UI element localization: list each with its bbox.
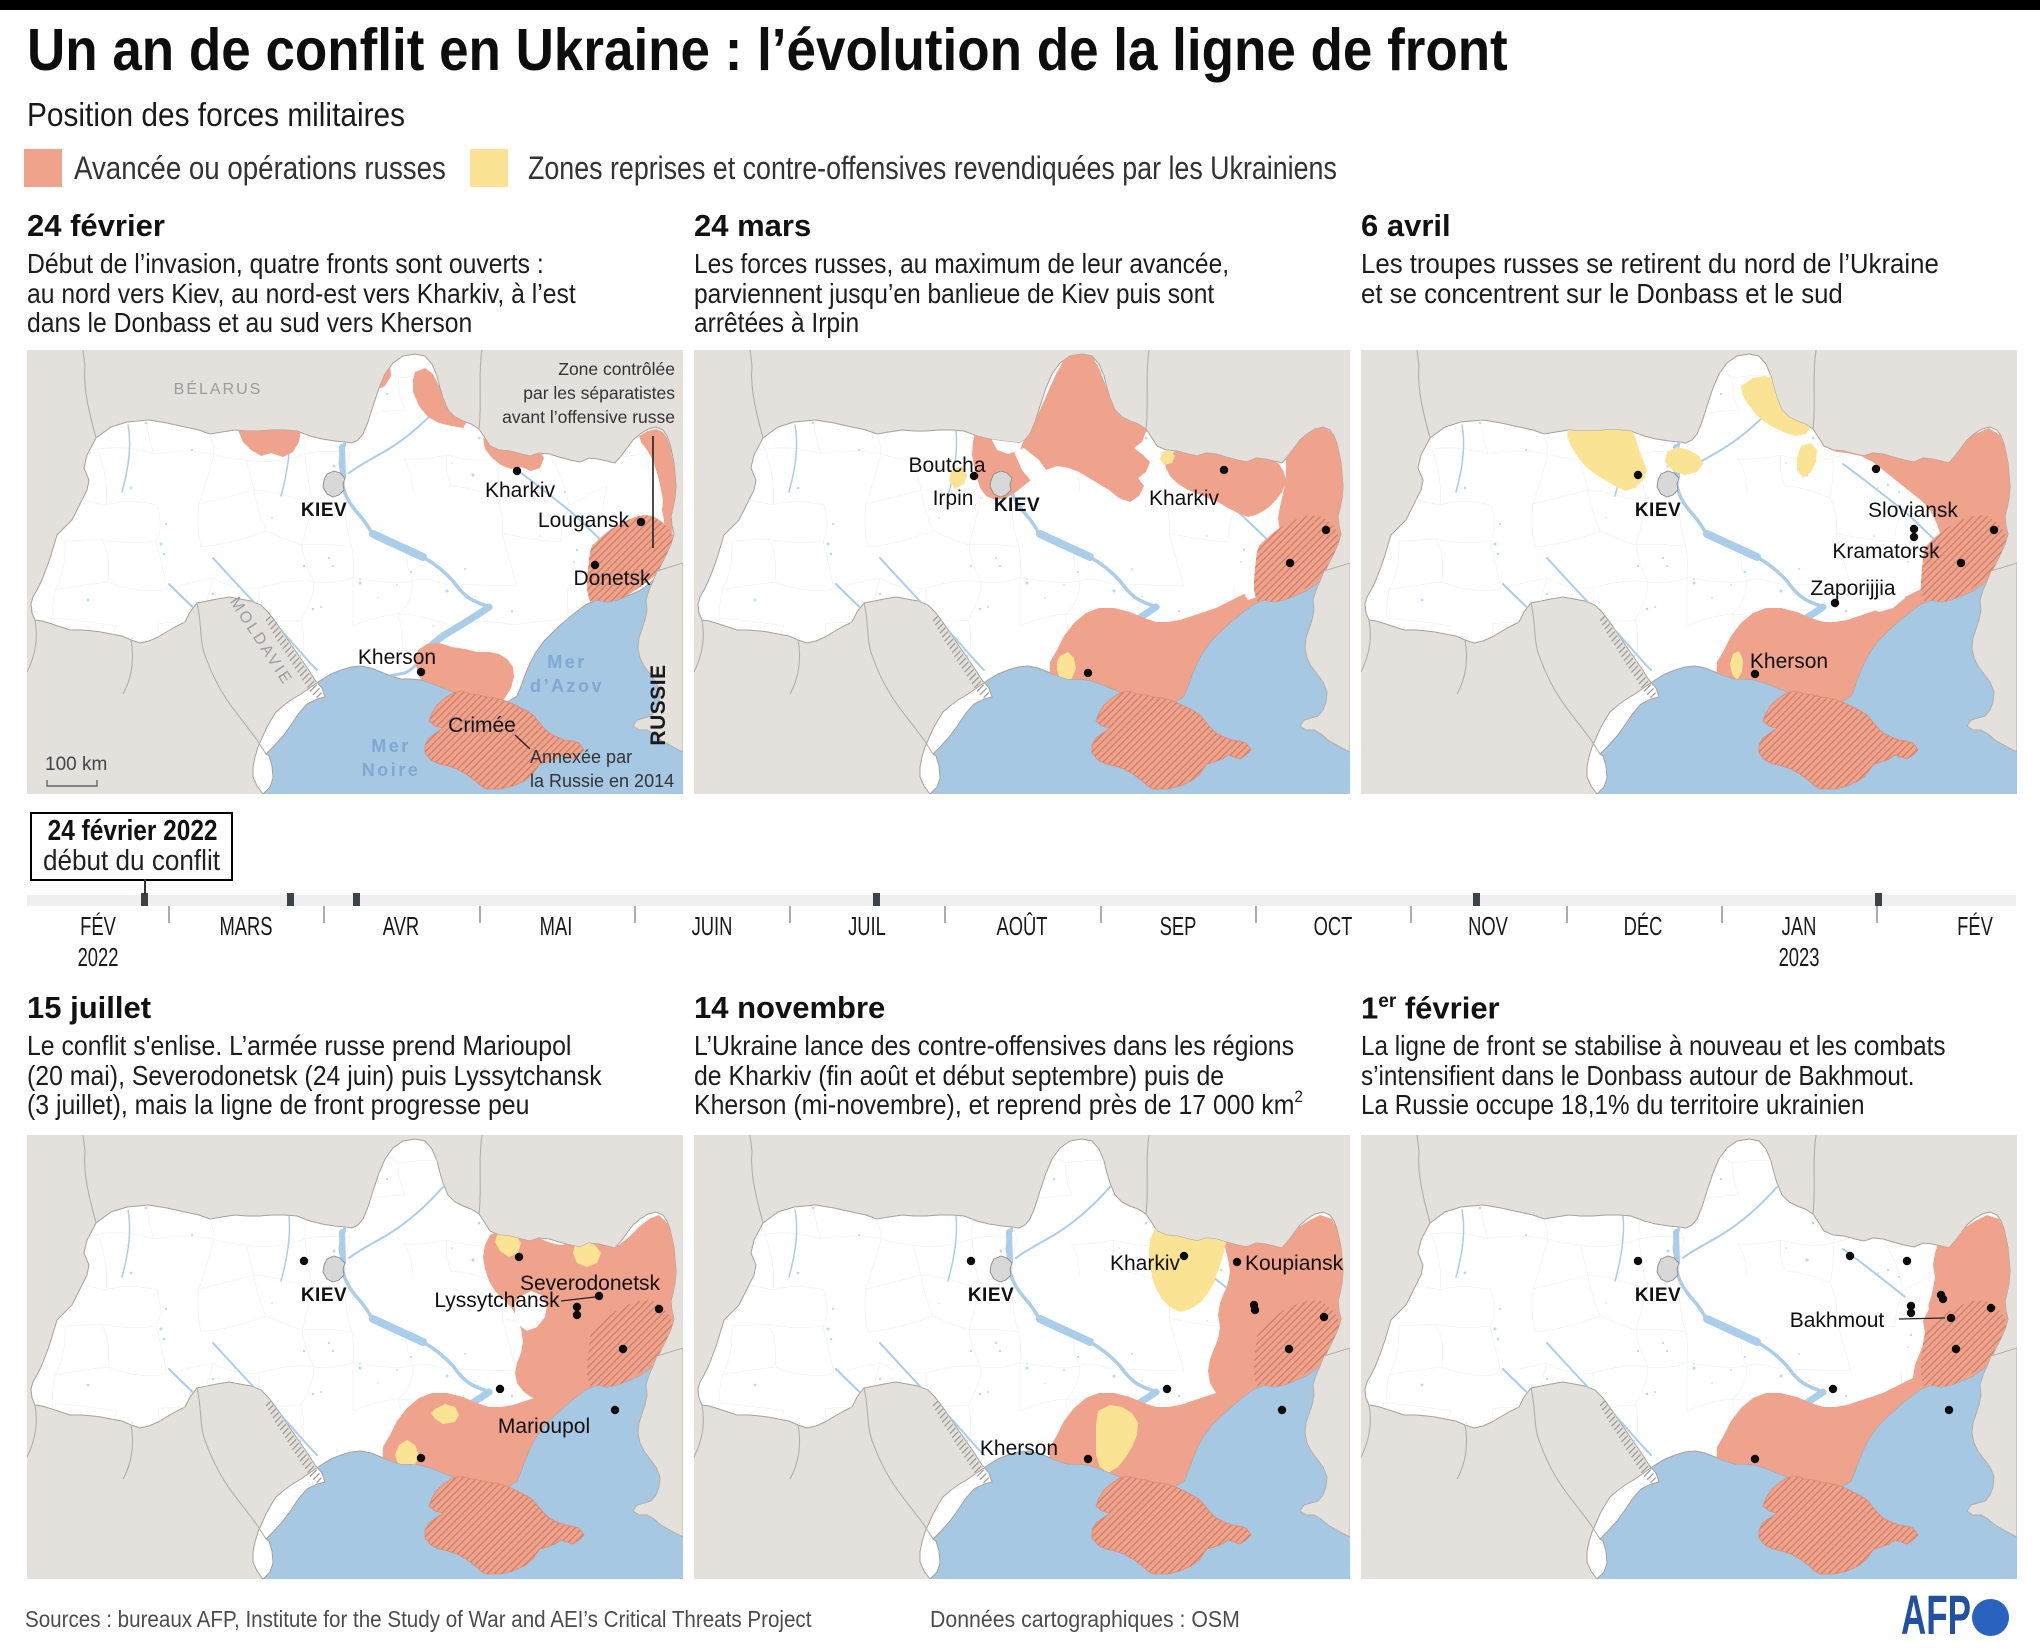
svg-text:Annexée par: Annexée par [530, 747, 632, 767]
svg-text:avant l’offensive russe: avant l’offensive russe [502, 407, 675, 427]
svg-text:Boutcha: Boutcha [908, 454, 985, 477]
svg-text:d’Azov: d’Azov [530, 676, 604, 696]
svg-text:Severodonetsk: Severodonetsk [520, 1272, 661, 1295]
svg-text:KIEV: KIEV [1635, 500, 1681, 521]
svg-text:KIEV: KIEV [301, 1285, 347, 1306]
svg-text:Koupiansk: Koupiansk [1245, 1252, 1344, 1275]
svg-text:Kharkiv: Kharkiv [1149, 487, 1220, 510]
svg-text:Kramatorsk: Kramatorsk [1832, 540, 1940, 563]
svg-text:Kherson: Kherson [1750, 650, 1828, 673]
svg-text:Donetsk: Donetsk [573, 567, 651, 590]
svg-text:Kherson: Kherson [980, 1437, 1058, 1460]
svg-text:Mer: Mer [371, 736, 411, 756]
svg-text:Zaporijjia: Zaporijjia [1810, 577, 1896, 600]
svg-text:RUSSIE: RUSSIE [647, 664, 670, 745]
svg-text:KIEV: KIEV [968, 1285, 1014, 1306]
svg-text:KIEV: KIEV [994, 495, 1040, 516]
svg-text:Lyssytchansk: Lyssytchansk [434, 1289, 560, 1312]
svg-text:Marioupol: Marioupol [498, 1415, 590, 1438]
svg-text:Kharkiv: Kharkiv [485, 479, 556, 502]
svg-text:100 km: 100 km [45, 754, 107, 775]
svg-text:Kharkiv: Kharkiv [1110, 1252, 1181, 1275]
svg-text:Noire: Noire [362, 760, 421, 780]
svg-text:Irpin: Irpin [933, 487, 974, 510]
svg-text:KIEV: KIEV [1635, 1285, 1681, 1306]
svg-text:Crimée: Crimée [448, 714, 516, 737]
svg-text:Sloviansk: Sloviansk [1868, 499, 1958, 522]
svg-text:Kherson: Kherson [358, 646, 436, 669]
svg-text:KIEV: KIEV [301, 500, 347, 521]
svg-text:Bakhmout: Bakhmout [1790, 1309, 1885, 1332]
svg-text:par les séparatistes: par les séparatistes [523, 383, 675, 403]
svg-text:BÉLARUS: BÉLARUS [174, 379, 263, 398]
svg-text:Mer: Mer [547, 652, 587, 672]
svg-text:la Russie en 2014: la Russie en 2014 [530, 771, 674, 791]
svg-text:Zone contrôlée: Zone contrôlée [558, 359, 675, 379]
svg-text:Lougansk: Lougansk [538, 509, 630, 532]
